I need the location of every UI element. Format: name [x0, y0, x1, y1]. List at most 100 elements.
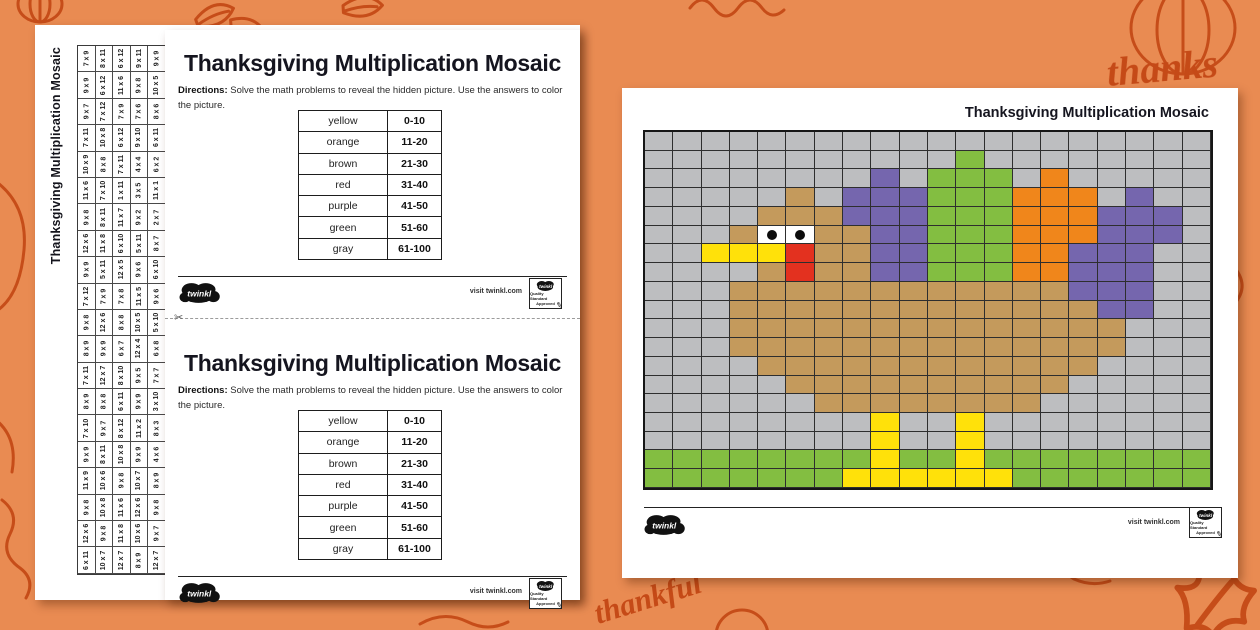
mosaic-cell [814, 281, 844, 301]
key-number-range: 11-20 [401, 136, 428, 149]
mosaic-cell [843, 356, 872, 376]
mosaic-cell [1097, 188, 1127, 207]
problem-cell: 9 x 9 [78, 72, 96, 99]
mosaic-cell [1182, 150, 1211, 170]
mosaic-cell [1069, 375, 1098, 395]
mosaic-cell [1041, 356, 1070, 376]
mosaic-cell [899, 150, 928, 170]
mosaic-cell [1182, 206, 1211, 226]
mosaic-cell [758, 375, 787, 395]
problem-cell: 4 x 4 [130, 151, 149, 178]
mosaic-cell [984, 150, 1013, 170]
mosaic-cell [701, 431, 730, 451]
mosaic-cell [729, 469, 759, 488]
mosaic-cell [701, 469, 730, 488]
mosaic-cell [786, 413, 815, 432]
mosaic-cell [927, 281, 957, 301]
mosaic-cell [645, 375, 674, 395]
mosaic-cell [1182, 394, 1211, 414]
problem-cell: 9 x 7 [78, 98, 96, 126]
mosaic-cell [729, 394, 759, 414]
problem-cell: 8 x 6 [148, 98, 166, 126]
mosaic-cell [871, 150, 900, 170]
mosaic-cell [1041, 150, 1070, 170]
visit-link[interactable]: visit twinkl.com [469, 288, 522, 295]
mosaic-cell [1182, 413, 1211, 432]
mosaic-cell [758, 263, 787, 282]
mosaic-cell [758, 300, 787, 320]
mosaic-cell [814, 375, 844, 395]
key-row: gray 61-100 [299, 238, 441, 260]
mosaic-cell [1097, 132, 1127, 151]
mosaic-cell [1126, 413, 1155, 432]
mosaic-cell [1041, 413, 1070, 432]
mosaic-cell [701, 375, 730, 395]
problem-cell: 9 x 5 [130, 362, 149, 390]
problem-cell: 7 x 11 [78, 125, 96, 152]
mosaic-cell [1126, 319, 1155, 339]
problem-cell: 9 x 8 [78, 204, 96, 231]
mosaic-cell [1012, 356, 1042, 376]
key-color-name: yellow [299, 411, 388, 432]
key-color-name: red [299, 174, 388, 196]
pumpkin-doodle [16, 0, 64, 24]
mosaic-cell [673, 150, 702, 170]
mosaic-cell [843, 150, 872, 170]
problem-cell: 12 x 6 [78, 521, 96, 548]
mosaic-cell [1097, 394, 1127, 414]
worksheet-copy-1: Thanksgiving Multiplication Mosaic Direc… [165, 30, 580, 315]
mosaic-cell [673, 169, 702, 189]
problem-cell: 11 x 7 [113, 204, 131, 231]
mosaic-cell [1012, 450, 1042, 470]
mosaic-cell [984, 338, 1013, 357]
mosaic-cell [1154, 132, 1183, 151]
mosaic-cell [786, 300, 815, 320]
mosaic-cell [899, 132, 928, 151]
mosaic-cell [701, 319, 730, 339]
mosaic-cell [1097, 281, 1127, 301]
problem-cell: 9 x 10 [130, 125, 149, 152]
mosaic-cell [1126, 150, 1155, 170]
mosaic-cell [786, 356, 815, 376]
twinkl-logo-text: twinkl [652, 521, 677, 531]
mosaic-cell [1012, 225, 1042, 245]
mosaic-cell [673, 281, 702, 301]
mosaic-cell [758, 431, 787, 451]
problem-cell: 10 x 8 [95, 494, 114, 522]
mosaic-cell [729, 206, 759, 226]
badge-line1: Quality Standard [1190, 520, 1208, 530]
visit-link[interactable]: visit twinkl.com [1127, 519, 1180, 526]
mosaic-grid [643, 130, 1213, 490]
visit-link[interactable]: visit twinkl.com [469, 588, 522, 595]
key-color-name: green [299, 217, 388, 238]
problem-cell: 9 x 9 [148, 46, 166, 73]
mosaic-cell [984, 450, 1013, 470]
mosaic-cell [758, 281, 787, 301]
problem-cell: 7 x 8 [113, 283, 131, 310]
key-row: green 51-60 [299, 217, 441, 239]
mosaic-cell [645, 300, 674, 320]
mosaic-cell [899, 450, 928, 470]
mosaic-cell [758, 244, 787, 264]
problem-cell: 11 x 5 [130, 283, 149, 310]
mosaic-cell [758, 225, 787, 245]
mosaic-cell [1097, 150, 1127, 170]
problem-cell: 10 x 5 [148, 72, 166, 99]
problem-cell: 9 x 7 [148, 521, 166, 548]
problem-cell: 9 x 9 [130, 389, 149, 416]
leaf-doodle [0, 182, 26, 311]
mosaic-cell [871, 300, 900, 320]
mosaic-cell [843, 319, 872, 339]
directions-body: Solve the math problems to reveal the hi… [178, 85, 563, 111]
mosaic-cell [729, 263, 759, 282]
mosaic-cell [1097, 244, 1127, 264]
key-color-name: yellow [299, 111, 388, 132]
mosaic-cell [1154, 263, 1183, 282]
mosaic-cell [899, 188, 928, 207]
problem-cell: 7 x 11 [78, 362, 96, 390]
mosaic-cell [758, 394, 787, 414]
mosaic-cell [758, 450, 787, 470]
mosaic-cell [1182, 188, 1211, 207]
mosaic-cell [927, 338, 957, 357]
mosaic-cell [871, 450, 900, 470]
